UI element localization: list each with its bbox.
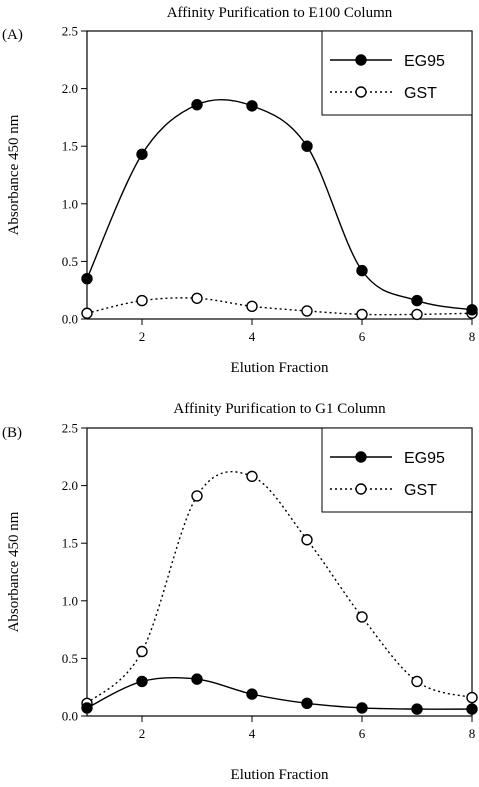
data-point-gst-5 [301,534,313,546]
x-axis-label: Elution Fraction [231,767,329,783]
data-point-gst-7 [411,675,423,688]
legend-box [321,30,473,116]
data-point-gst-1 [81,307,93,319]
legend-marker-gst [355,483,367,495]
data-point-eg95-7 [411,703,423,715]
x-tick-label: 6 [359,329,366,344]
legend-label-eg95: EG95 [404,450,445,467]
data-point-eg95-4 [246,100,258,112]
x-tick-label: 2 [139,329,146,344]
plot-frame [86,30,473,320]
legend-marker-gst [355,86,367,98]
data-point-eg95-4 [246,688,258,700]
panel-label: (A) [2,27,23,43]
data-point-eg95-5 [301,697,313,710]
x-tick-label: 2 [139,726,146,741]
data-point-gst-3 [191,490,203,502]
y-tick-label: 1.0 [62,196,78,211]
data-point-gst-4 [246,300,258,313]
series-line-gst [86,471,473,704]
x-tick-label: 8 [469,329,476,344]
y-tick-label: 0.0 [62,709,78,724]
y-tick-label: 2.0 [62,81,78,96]
data-point-gst-2 [136,294,148,307]
data-point-eg95-1 [81,702,93,714]
data-point-gst-2 [136,645,148,658]
data-point-eg95-6 [356,264,368,277]
data-point-eg95-7 [411,294,423,307]
chart-panel-b: Affinity Purification to G1 Column (B) 0.0… [2,401,478,783]
panel-label: (B) [2,425,22,441]
x-tick-label: 4 [249,329,256,344]
data-point-eg95-2 [136,148,148,160]
data-point-gst-6 [356,611,368,623]
y-tick-label: 1.0 [62,593,78,608]
y-tick-label: 0.5 [62,651,78,666]
data-point-eg95-2 [136,675,148,688]
data-point-eg95-8 [466,703,478,715]
chart-title: Affinity Purification to E100 Column [167,5,393,21]
y-tick-label: 2.5 [62,24,78,39]
legend-marker-eg95 [355,54,367,66]
data-point-eg95-3 [191,99,203,111]
x-tick-label: 8 [469,726,476,741]
x-tick-label: 4 [249,726,256,741]
data-point-gst-5 [301,305,313,317]
y-tick-label: 2.0 [62,478,78,493]
plot-frame [86,427,473,717]
legend-label-gst: GST [404,482,437,499]
chart-title: Affinity Purification to G1 Column [173,401,386,417]
data-point-eg95-1 [81,272,93,285]
y-tick-label: 0.5 [62,254,78,269]
y-tick-label: 1.5 [62,536,78,551]
y-tick-label: 2.5 [62,421,78,436]
y-tick-label: 0.0 [62,312,78,327]
legend-box [321,427,473,513]
series-line-eg95 [86,98,473,311]
data-point-gst-6 [356,308,368,321]
data-point-gst-7 [411,308,423,321]
data-point-eg95-8 [466,304,478,316]
x-tick-label: 6 [359,726,366,741]
y-axis-label: Absorbance 450 nm [6,114,22,235]
data-point-gst-4 [246,470,258,483]
y-axis-label: Absorbance 450 nm [6,511,22,632]
data-point-eg95-5 [301,140,313,152]
x-axis-label: Elution Fraction [231,360,329,376]
chart-panel-a: Affinity Purification to E100 Column (A) 0… [2,5,478,376]
data-point-gst-8 [466,691,478,704]
data-point-eg95-3 [191,673,203,685]
y-tick-label: 1.5 [62,139,78,154]
legend-marker-eg95 [355,451,367,463]
data-point-gst-3 [191,292,203,304]
data-point-eg95-6 [356,702,368,714]
legend-label-eg95: EG95 [404,53,445,70]
legend-label-gst: GST [404,85,437,102]
